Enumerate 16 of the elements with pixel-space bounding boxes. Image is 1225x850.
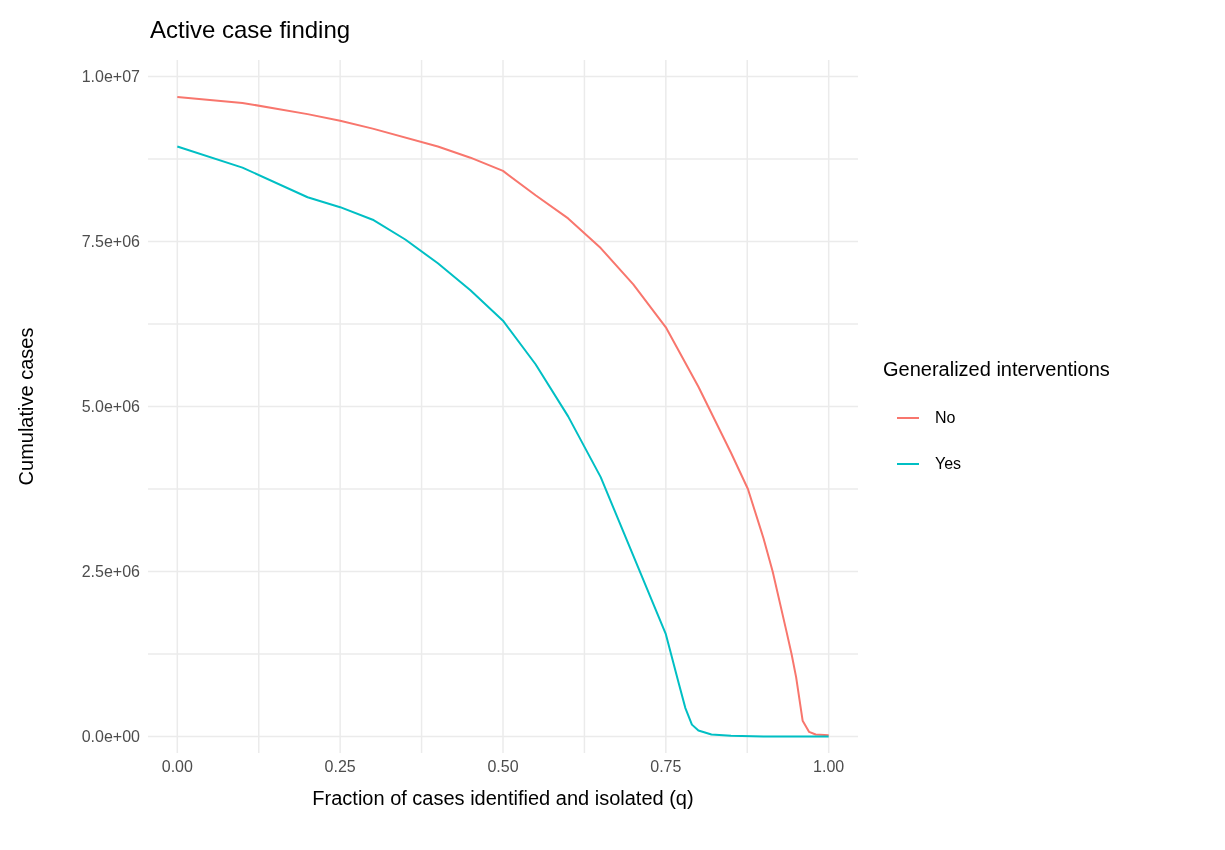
y-tick-label: 2.5e+06 <box>81 563 141 581</box>
y-axis-title: Cumulative cases <box>15 327 38 486</box>
legend-label: Yes <box>935 455 962 473</box>
chart-title: Active case finding <box>150 16 351 44</box>
legend-label: No <box>935 409 956 427</box>
x-tick-label: 1.00 <box>813 758 845 776</box>
y-tick-label: 7.5e+06 <box>81 233 141 251</box>
legend-title: Generalized interventions <box>883 358 1110 381</box>
x-tick-label: 0.00 <box>161 758 193 776</box>
y-tick-label: 5.0e+06 <box>81 398 141 416</box>
x-tick-label: 0.50 <box>487 758 519 776</box>
x-axis-title: Fraction of cases identified and isolated (q) <box>312 787 694 809</box>
y-tick-label: 1.0e+07 <box>81 68 141 86</box>
x-tick-label: 0.25 <box>324 758 356 776</box>
y-tick-label: 0.0e+00 <box>81 728 141 746</box>
x-tick-label: 0.75 <box>650 758 682 776</box>
